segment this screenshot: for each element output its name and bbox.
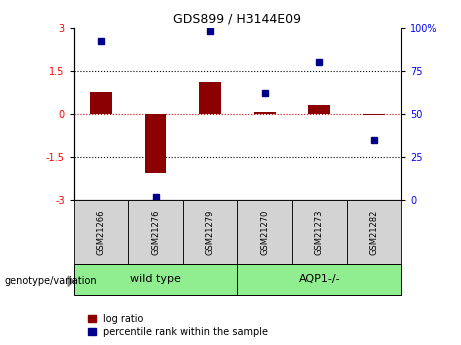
Bar	[363, 114, 384, 115]
Bar	[237, 264, 401, 295]
Bar	[237, 200, 292, 264]
Text: GSM21270: GSM21270	[260, 209, 269, 255]
Polygon shape	[68, 276, 74, 286]
Text: GSM21276: GSM21276	[151, 209, 160, 255]
Bar	[308, 105, 330, 114]
Bar	[145, 114, 166, 173]
Bar	[74, 200, 128, 264]
Text: GSM21266: GSM21266	[96, 209, 106, 255]
Text: wild type: wild type	[130, 275, 181, 284]
Legend: log ratio, percentile rank within the sample: log ratio, percentile rank within the sa…	[88, 314, 268, 337]
Bar	[74, 264, 237, 295]
Title: GDS899 / H3144E09: GDS899 / H3144E09	[173, 12, 301, 25]
Bar	[292, 200, 347, 264]
Text: GSM21282: GSM21282	[369, 209, 378, 255]
Bar	[254, 112, 276, 114]
Bar	[183, 200, 237, 264]
Text: AQP1-/-: AQP1-/-	[298, 275, 340, 284]
Bar	[128, 200, 183, 264]
Bar	[199, 82, 221, 114]
Text: genotype/variation: genotype/variation	[5, 276, 97, 286]
Text: GSM21273: GSM21273	[315, 209, 324, 255]
Text: GSM21279: GSM21279	[206, 209, 215, 255]
Bar	[347, 200, 401, 264]
Bar	[90, 92, 112, 114]
